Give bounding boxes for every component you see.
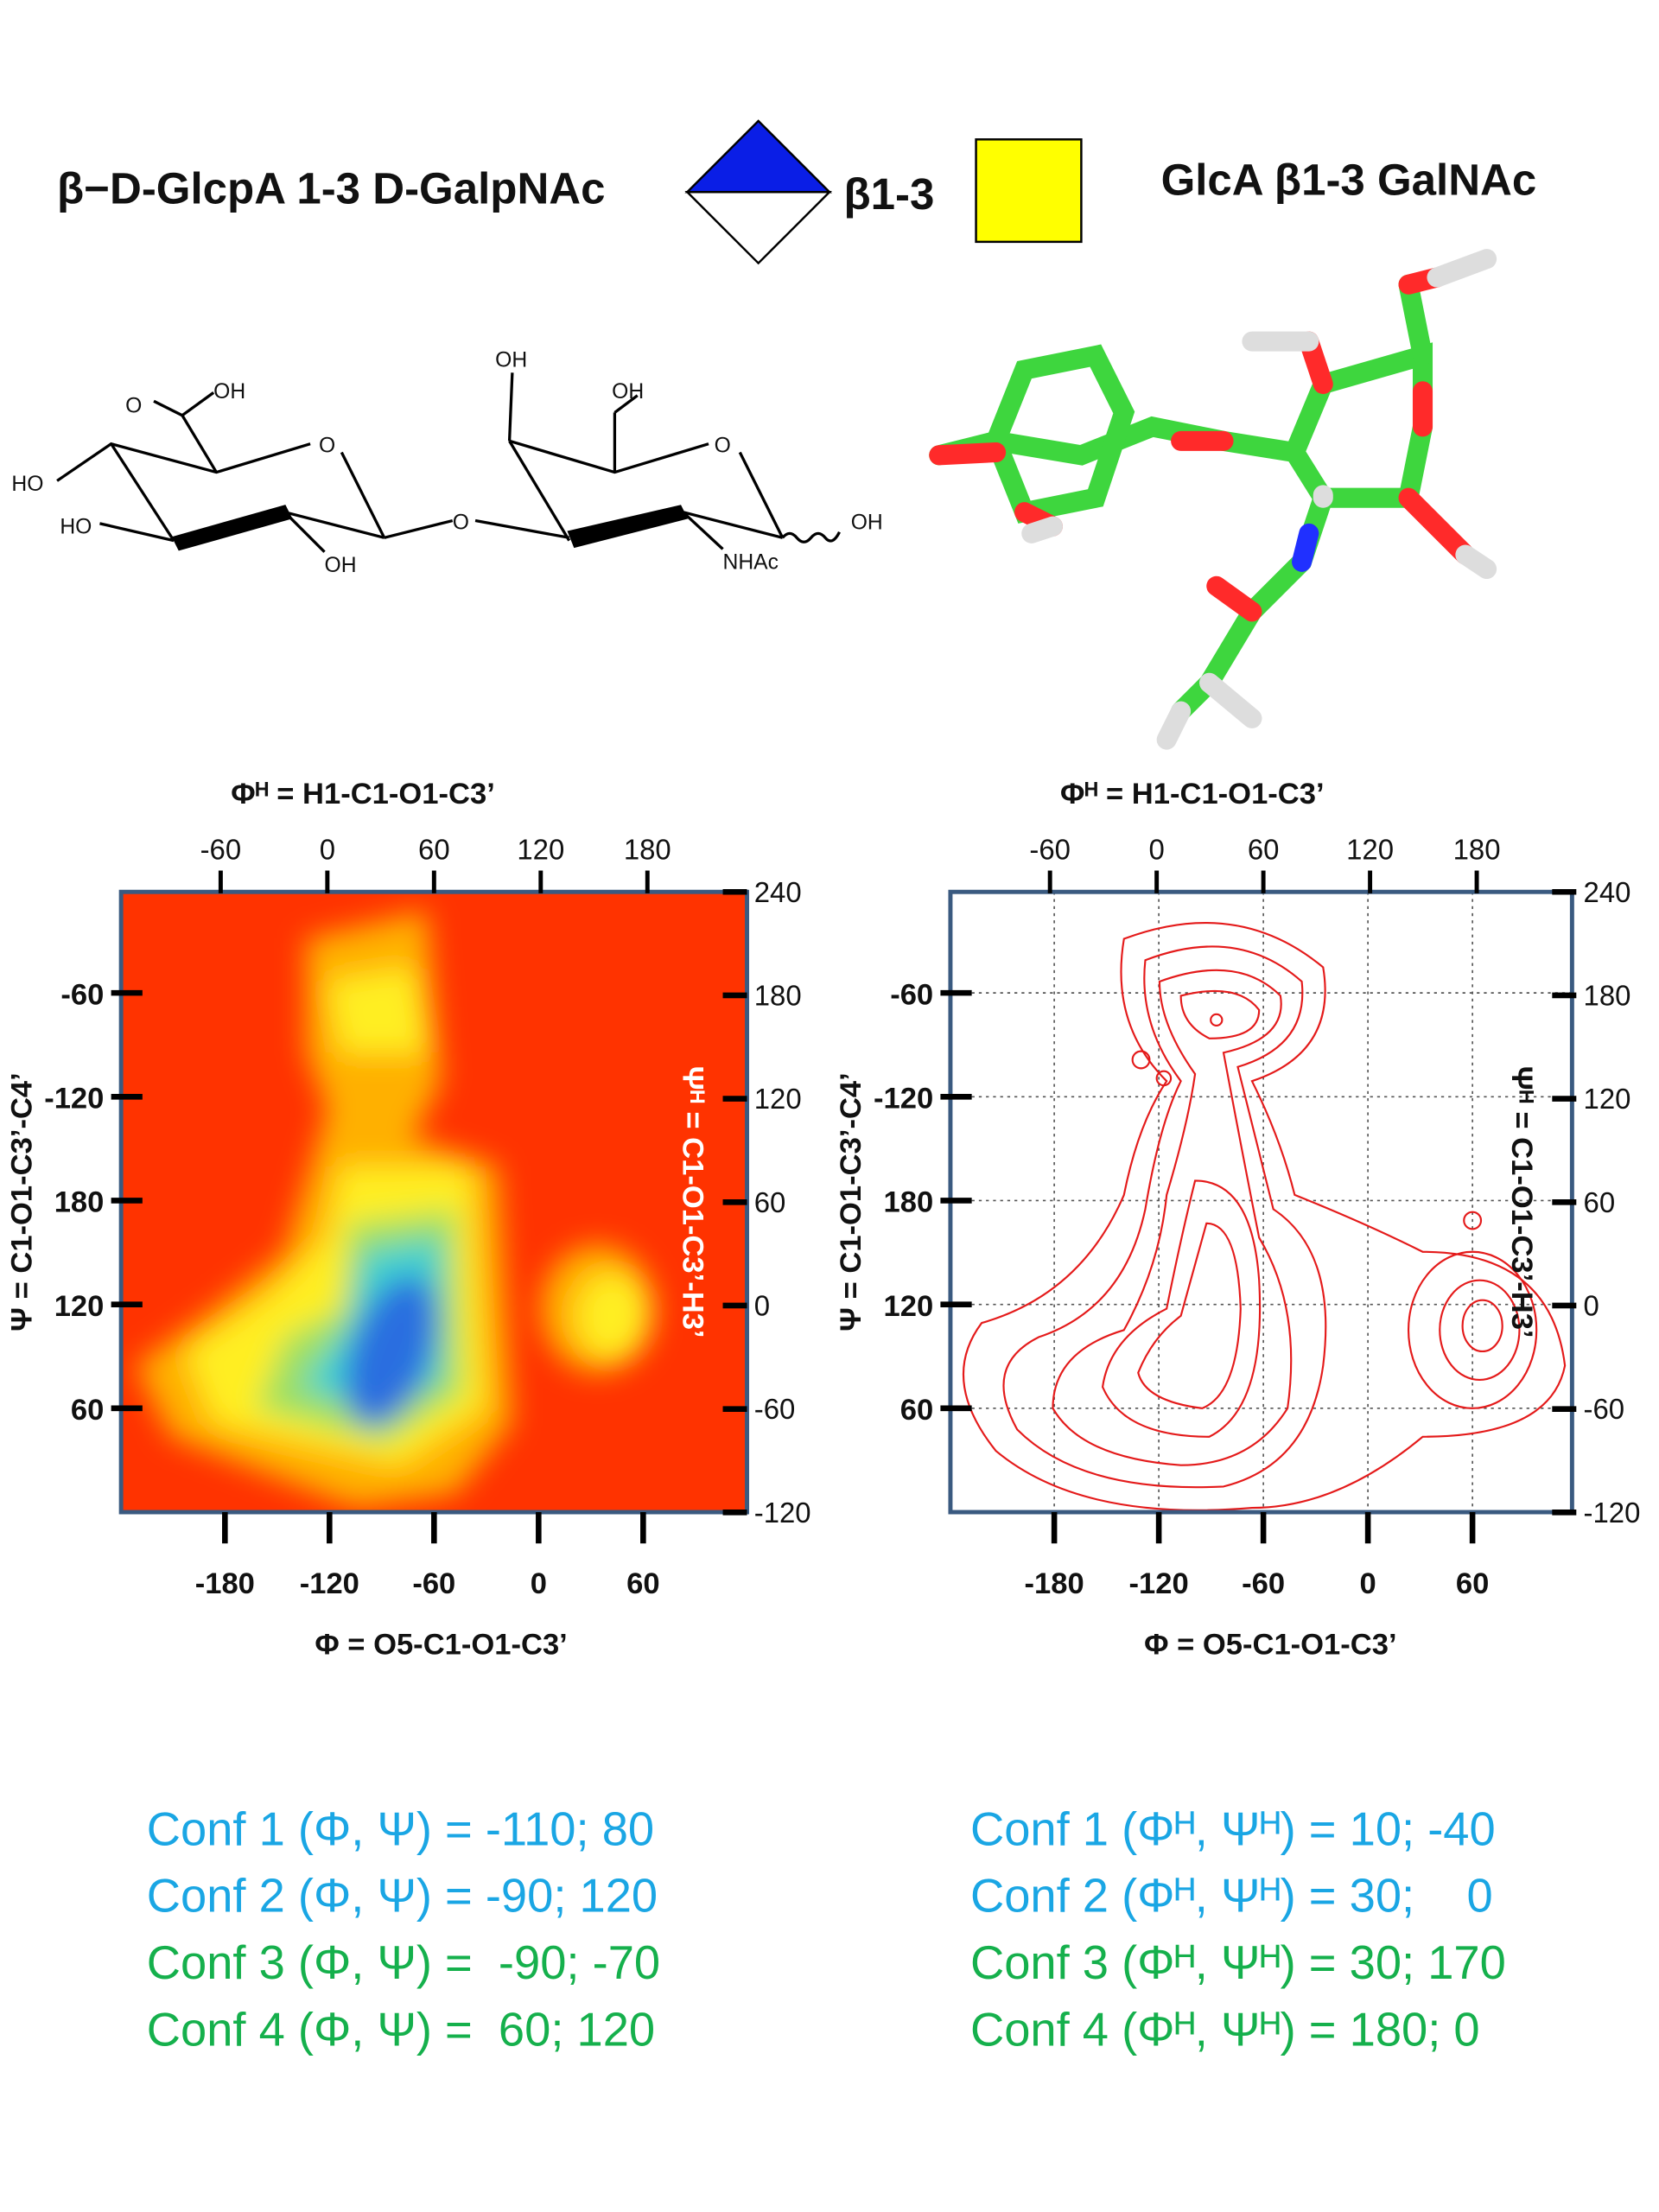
chem-label: O — [453, 511, 469, 534]
left-tick-label: 180 — [54, 1186, 105, 1219]
header-left: β−D-GlcpA 1-3 D-GalpNAc — [57, 163, 605, 213]
bottom-tick-label: 60 — [1456, 1567, 1489, 1600]
right-tick-label: -60 — [1584, 1393, 1625, 1425]
bottom-tick-label: 0 — [531, 1567, 547, 1600]
left-tick-label: 60 — [900, 1394, 933, 1427]
contours — [962, 922, 1567, 1511]
left-tick-label: 180 — [884, 1186, 934, 1219]
right-tick-label: 0 — [754, 1290, 770, 1322]
axes: Φᴴ = H1-C1-O1-C3’ -60 0 60 120 180 -180 -120 -60… — [5, 778, 1640, 1661]
bottom-tick-label: -120 — [300, 1567, 359, 1600]
right-tick-label: -60 — [754, 1393, 796, 1425]
left-tick-label: 120 — [54, 1290, 105, 1323]
plot-frame — [948, 889, 1574, 1515]
right-tick-label: -120 — [1584, 1497, 1641, 1529]
molecule-3d — [929, 249, 1497, 750]
right-tick-label: -120 — [754, 1497, 811, 1529]
right-tick-label: 60 — [754, 1186, 786, 1218]
header-right: GlcA β1-3 GalNAc — [1161, 156, 1537, 205]
left-axis-label: Ψ = C1-O1-C3’-C4’ — [5, 1072, 38, 1332]
top-tick-label: -60 — [1029, 833, 1071, 865]
conformation: Conf 2 (Φᴴ, Ψᴴ) = 30; 0 — [970, 1870, 1493, 1923]
glcA-symbol — [684, 119, 832, 265]
chem-label: O — [319, 435, 335, 458]
conformation: Conf 1 (Φᴴ, Ψᴴ) = 10; -40 — [970, 1802, 1496, 1855]
right-tick-label: 240 — [1584, 876, 1631, 908]
left-tick-label: -120 — [44, 1082, 104, 1115]
conformation: Conf 4 (Φᴴ, Ψᴴ) = 180; 0 — [970, 2003, 1480, 2056]
bottom-tick-label: 60 — [626, 1567, 659, 1600]
chem-label: O — [715, 435, 731, 458]
top-tick-label: 120 — [1346, 833, 1394, 865]
top-axis-label: Φᴴ = H1-C1-O1-C3’ — [231, 778, 495, 810]
right-tick-label: 0 — [1584, 1290, 1599, 1322]
chem-label: NHAc — [723, 551, 779, 575]
conformation: Conf 3 (Φᴴ, Ψᴴ) = 30; 170 — [970, 1936, 1506, 1989]
header-linkage: β1-3 — [843, 169, 934, 219]
conformation: Conf 4 (Φ, Ψ) = 60; 120 — [147, 2003, 655, 2056]
right-axis-label: Ψᴴ = C1-O1-C3’-H3’ — [676, 1066, 709, 1338]
left-tick-label: -60 — [890, 978, 933, 1011]
top-tick-label: 180 — [624, 833, 671, 865]
chem-label: HO — [60, 515, 92, 538]
chem-label: OH — [325, 554, 357, 577]
right-tick-label: 240 — [754, 876, 802, 908]
top-tick-label: 180 — [1453, 833, 1501, 865]
conformations: Conf 1 (Φ, Ψ) = -110; 80 Conf 2 (Φ, Ψ) = … — [147, 1802, 1506, 2056]
right-tick-label: 120 — [1584, 1083, 1631, 1115]
right-tick-label: 60 — [1584, 1186, 1616, 1218]
right-tick-label: 180 — [1584, 979, 1631, 1011]
galnac-symbol — [975, 138, 1083, 244]
conformation: Conf 1 (Φ, Ψ) = -110; 80 — [147, 1802, 654, 1855]
top-tick-label: 120 — [517, 833, 564, 865]
chem-label: OH — [612, 380, 644, 404]
heatmap — [121, 892, 747, 1513]
bottom-tick-label: -60 — [1242, 1567, 1285, 1600]
chem-label: O — [125, 394, 142, 417]
left-tick-label: 60 — [71, 1394, 104, 1427]
top-tick-label: 0 — [320, 833, 335, 865]
bottom-tick-label: -120 — [1129, 1567, 1189, 1600]
bottom-axis-label: Φ = O5-C1-O1-C3’ — [1144, 1629, 1396, 1662]
conformation: Conf 3 (Φ, Ψ) = -90; -70 — [147, 1936, 660, 1989]
bottom-tick-label: -180 — [1025, 1567, 1084, 1600]
top-tick-label: 60 — [1248, 833, 1280, 865]
conformation: Conf 2 (Φ, Ψ) = -90; 120 — [147, 1870, 658, 1923]
left-tick-label: -60 — [60, 978, 104, 1011]
right-tick-label: 180 — [754, 979, 802, 1011]
left-tick-label: 120 — [884, 1290, 934, 1323]
left-tick-label: -120 — [874, 1082, 933, 1115]
top-axis-label: Φᴴ = H1-C1-O1-C3’ — [1060, 778, 1325, 810]
chemical-structure — [56, 372, 841, 553]
bottom-tick-label: -60 — [412, 1567, 455, 1600]
bottom-tick-label: -180 — [195, 1567, 255, 1600]
left-axis-label: Ψ = C1-O1-C3’-C4’ — [835, 1072, 868, 1332]
bottom-axis-label: Φ = O5-C1-O1-C3’ — [315, 1629, 567, 1662]
chem-label: OH — [851, 511, 883, 534]
top-tick-label: -60 — [200, 833, 242, 865]
bottom-tick-label: 0 — [1360, 1567, 1376, 1600]
grid — [950, 892, 1573, 1513]
right-tick-label: 120 — [754, 1083, 802, 1115]
chem-label: OH — [213, 380, 245, 404]
chem-label: OH — [495, 349, 527, 372]
top-tick-label: 0 — [1148, 833, 1164, 865]
top-tick-label: 60 — [418, 833, 450, 865]
right-axis-label: Ψᴴ = C1-O1-C3’-H3’ — [1505, 1066, 1538, 1338]
chem-label: HO — [11, 473, 43, 496]
